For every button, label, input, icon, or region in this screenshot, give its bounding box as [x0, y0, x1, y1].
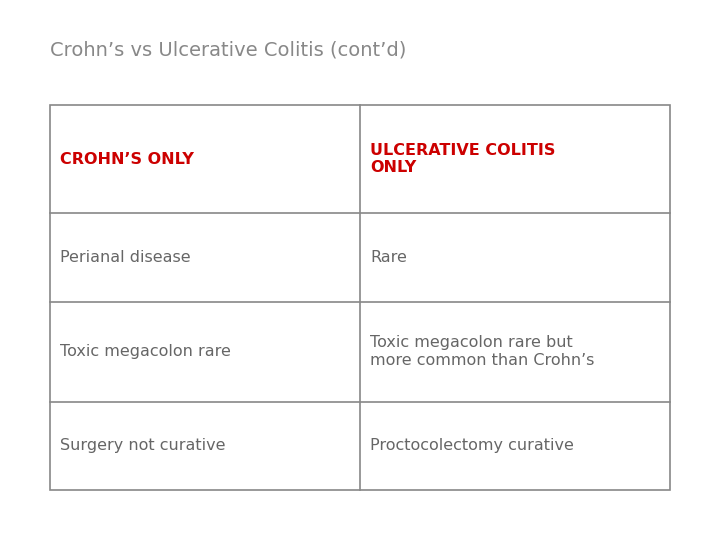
- Text: Proctocolectomy curative: Proctocolectomy curative: [370, 438, 574, 454]
- Text: Surgery not curative: Surgery not curative: [60, 438, 225, 454]
- Text: Crohn’s vs Ulcerative Colitis (cont’d): Crohn’s vs Ulcerative Colitis (cont’d): [50, 40, 406, 59]
- Bar: [50, 105, 670, 490]
- Text: Toxic megacolon rare but
more common than Crohn’s: Toxic megacolon rare but more common tha…: [370, 335, 595, 368]
- Text: ULCERATIVE COLITIS
ONLY: ULCERATIVE COLITIS ONLY: [370, 143, 555, 176]
- Text: Perianal disease: Perianal disease: [60, 250, 191, 265]
- Text: Rare: Rare: [370, 250, 407, 265]
- Text: Toxic megacolon rare: Toxic megacolon rare: [60, 344, 231, 359]
- Text: CROHN’S ONLY: CROHN’S ONLY: [60, 152, 194, 167]
